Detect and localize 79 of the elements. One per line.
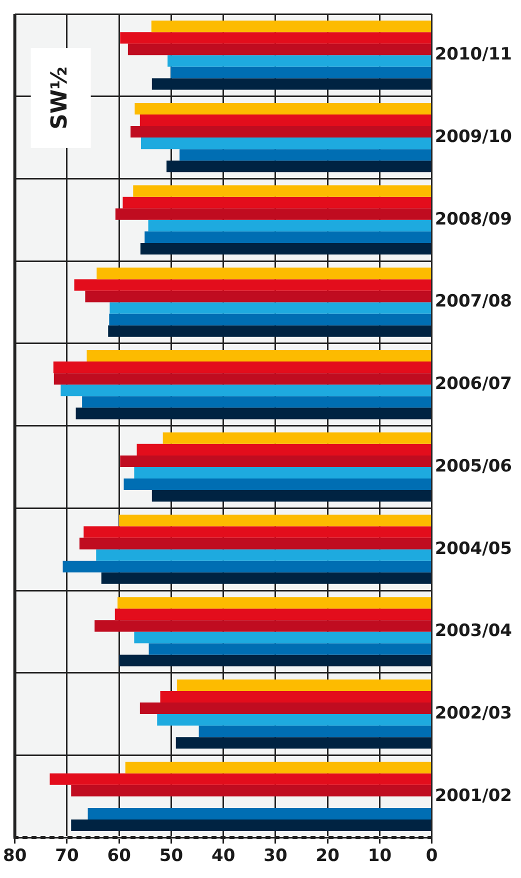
bar: [53, 362, 432, 374]
bar: [144, 231, 432, 243]
bar: [128, 44, 432, 56]
bar: [198, 726, 432, 738]
bar: [133, 185, 432, 197]
bar: [60, 384, 432, 396]
bar: [88, 808, 432, 820]
bar: [180, 149, 432, 161]
bar: [152, 490, 432, 502]
bar: [157, 714, 432, 726]
bar: [136, 444, 432, 456]
bar: [170, 66, 432, 78]
x-tick-label: 70: [55, 846, 79, 866]
bar: [148, 643, 432, 655]
bar: [71, 784, 432, 796]
bar: [166, 160, 432, 172]
bar: [120, 32, 432, 44]
bar: [76, 408, 432, 420]
x-tick-label: 40: [211, 846, 236, 866]
bar: [86, 350, 432, 362]
bar: [94, 620, 432, 632]
bar: [96, 549, 432, 561]
bar: [120, 455, 432, 467]
x-tick-label: 20: [316, 846, 340, 866]
bar: [122, 196, 432, 208]
bar: [148, 220, 432, 232]
bar: [74, 279, 432, 291]
bar: [160, 691, 432, 703]
bar: [140, 114, 432, 126]
bar: [62, 560, 432, 572]
y-tick-label: 2001/02: [434, 786, 512, 806]
bar: [125, 762, 432, 774]
bar: [134, 466, 432, 479]
bar: [79, 538, 432, 550]
bar: [114, 608, 432, 620]
bar: [101, 572, 432, 584]
y-tick-label: 2006/07: [434, 374, 512, 394]
y-tick-label: 2007/08: [434, 292, 512, 312]
bar: [140, 242, 432, 254]
y-tick-label: 2003/04: [434, 621, 512, 642]
bar: [130, 126, 432, 138]
bar: [54, 373, 432, 385]
bar: [176, 679, 432, 691]
bar: [85, 290, 432, 302]
bar: [134, 632, 432, 644]
y-tick-label: 2009/10: [434, 126, 512, 147]
bar: [84, 526, 432, 538]
bar: [108, 325, 432, 337]
annotation: SW½: [48, 66, 73, 130]
bar: [124, 478, 432, 490]
x-tick-label: 80: [2, 846, 27, 866]
bar: [82, 396, 432, 408]
bar: [109, 314, 432, 326]
bar: [168, 55, 432, 67]
bar: [115, 208, 432, 220]
y-tick-label: 2008/09: [434, 209, 512, 230]
y-tick-label: 2002/03: [434, 703, 512, 724]
bar: [176, 737, 432, 749]
y-tick-label: 2010/11: [434, 44, 512, 65]
bar: [151, 20, 432, 32]
bar: [162, 432, 432, 444]
x-tick-label: 0: [426, 846, 438, 866]
bar: [110, 302, 432, 314]
bar: [119, 654, 432, 666]
bar: [140, 702, 432, 714]
bar: [96, 268, 432, 280]
x-tick-label: 50: [159, 846, 184, 866]
bar: [134, 102, 432, 114]
y-tick-label: 2004/05: [434, 538, 512, 559]
y-tick-label: 2005/06: [434, 456, 512, 476]
x-tick-label: 30: [264, 846, 288, 866]
x-tick-label: 10: [368, 846, 392, 866]
bar: [140, 138, 432, 150]
bar: [71, 819, 432, 832]
x-tick-label: 60: [107, 846, 132, 866]
bar: [118, 597, 432, 609]
bar: [152, 78, 432, 90]
bar: [50, 773, 432, 785]
bar: [119, 514, 432, 526]
